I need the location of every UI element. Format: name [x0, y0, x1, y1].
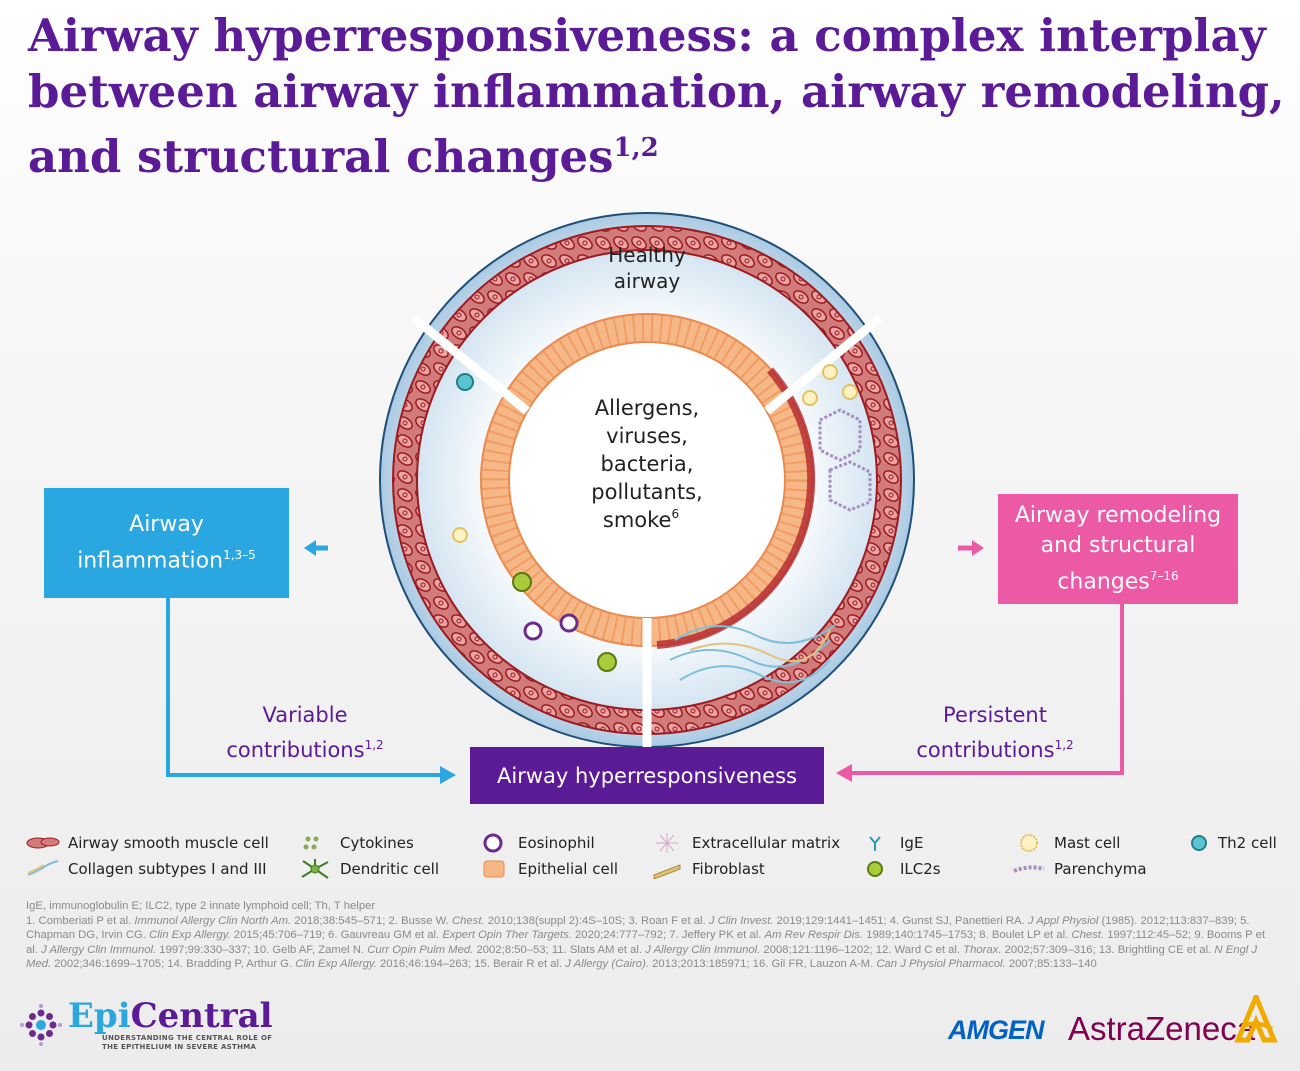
reference: 12. Ward C et al. Thorax. 2002;57:309–31…	[875, 943, 1099, 956]
epithelial-cell-icon	[483, 860, 505, 878]
epicentral-logo: EpiCentral UNDERSTANDING THE CENTRAL ROL…	[20, 998, 273, 1052]
epicentral-dots-icon	[20, 1004, 62, 1046]
reference: 1. Comberiati P et al. Immunol Allergy C…	[26, 914, 389, 927]
footnotes: IgE, immunoglobulin E; ILC2, type 2 inna…	[26, 899, 1276, 972]
legend-item: Cytokines	[298, 833, 414, 853]
legend-item: Collagen subtypes I and III	[26, 859, 267, 879]
reference: 14. Bradding P, Arthur G. Clin Exp Aller…	[167, 958, 475, 970]
airway-remodeling-box: Airway remodeling and structural changes7–…	[998, 494, 1238, 604]
healthy-airway-label: airway	[614, 269, 681, 293]
legend-item: Airway smooth muscle cell	[26, 833, 269, 853]
airway-hyperresponsiveness-box: Airway hyperresponsiveness	[470, 747, 824, 804]
legend-item: Mast cell	[1012, 833, 1120, 853]
references: 1. Comberiati P et al. Immunol Allergy C…	[26, 914, 1276, 972]
reference: 6. Gauvreau GM et al. Expert Opin Ther T…	[328, 929, 670, 941]
legend-item: Fibroblast	[650, 859, 765, 879]
trigger-label: bacteria,	[601, 452, 694, 476]
ilc2-icon	[867, 861, 883, 877]
legend-item: Parenchyma	[1012, 859, 1147, 879]
cytokines-icon	[303, 836, 319, 850]
extracellular-matrix-icon	[656, 833, 678, 853]
trigger-label: smoke6	[603, 507, 679, 532]
trigger-label: Allergens,	[595, 396, 699, 420]
ilc2-cell	[512, 572, 532, 592]
astrazeneca-logo: AstraZeneca	[1068, 1010, 1256, 1047]
trigger-label: viruses,	[606, 424, 688, 448]
fibroblast-icon	[653, 864, 681, 879]
trigger-label: pollutants,	[591, 480, 702, 504]
reference: 13. Brightling CE et al. N Engl J Med. 2…	[26, 943, 1258, 971]
mast-cell-icon	[1020, 834, 1038, 852]
reference: 10. Gelb AF, Zamel N. Curr Opin Pulm Med…	[253, 943, 552, 956]
legend-item: Eosinophil	[476, 833, 595, 853]
mast-cell	[842, 384, 858, 400]
mast-cell	[802, 390, 818, 406]
reference: 11. Slats AM et al. J Allergy Clin Immun…	[551, 943, 876, 956]
reference: 5. Chapman DG, Irvin CG. Clin Exp Allerg…	[26, 914, 1250, 942]
collagen-icon	[27, 860, 59, 876]
page-title: Airway hyperresponsiveness: a complex in…	[28, 9, 1285, 183]
reference: 8. Boulet LP et al. Chest. 1997;112:45–5…	[979, 929, 1195, 941]
legend-item: Th2 cell	[1188, 833, 1277, 853]
eosinophil-icon	[483, 833, 503, 853]
th2-cell-icon	[1191, 835, 1207, 851]
mast-cell	[452, 527, 468, 543]
persistent-contributions-label: Persistent contributions1,2	[916, 703, 1074, 762]
eosinophil	[523, 621, 543, 641]
airway-inflammation-box: Airway inflammation1,3–5	[44, 488, 289, 598]
reference: 3. Roan F et al. J Clin Invest. 2019;129…	[628, 914, 890, 927]
parenchyma-icon	[1013, 865, 1045, 873]
abbreviations: IgE, immunoglobulin E; ILC2, type 2 inna…	[26, 900, 376, 912]
healthy-airway-label: Healthy	[608, 243, 686, 267]
reference: 2. Busse W. Chest. 2010;138(suppl 2):4S–…	[388, 914, 629, 927]
ige-icon	[869, 836, 881, 851]
amgen-logo: AMGEN	[948, 1015, 1044, 1045]
legend-item: IgE	[858, 833, 923, 853]
legend-item: ILC2s	[858, 859, 941, 879]
mast-cell	[822, 364, 838, 380]
astrazeneca-symbol-icon	[1234, 995, 1278, 1043]
eosinophil	[559, 613, 579, 633]
variable-contributions-label: Variable contributions1,2	[226, 703, 384, 762]
parenchyma	[818, 408, 872, 512]
legend-item: Epithelial cell	[476, 859, 618, 879]
reference: 7. Jeffery PK et al. Am Rev Respir Dis. …	[669, 929, 980, 941]
reference: 4. Gunst SJ, Panettieri RA. J Appl Physi…	[889, 914, 1241, 927]
reference: 15. Berair R et al. J Allergy (Cairo). 2…	[474, 958, 753, 970]
dendritic-cell-icon	[301, 859, 329, 879]
th2-cell	[456, 373, 474, 391]
ilc2-cell	[597, 652, 617, 672]
legend-item: Extracellular matrix	[650, 833, 840, 853]
legend-item: Dendritic cell	[298, 859, 439, 879]
smooth-muscle-cell-icon	[26, 837, 60, 849]
reference: 9. Booms P et al. J Allergy Clin Immunol…	[26, 929, 1266, 956]
reference: 16. Gil FR, Lauzon A-M. Can J Physiol Ph…	[752, 958, 1097, 970]
